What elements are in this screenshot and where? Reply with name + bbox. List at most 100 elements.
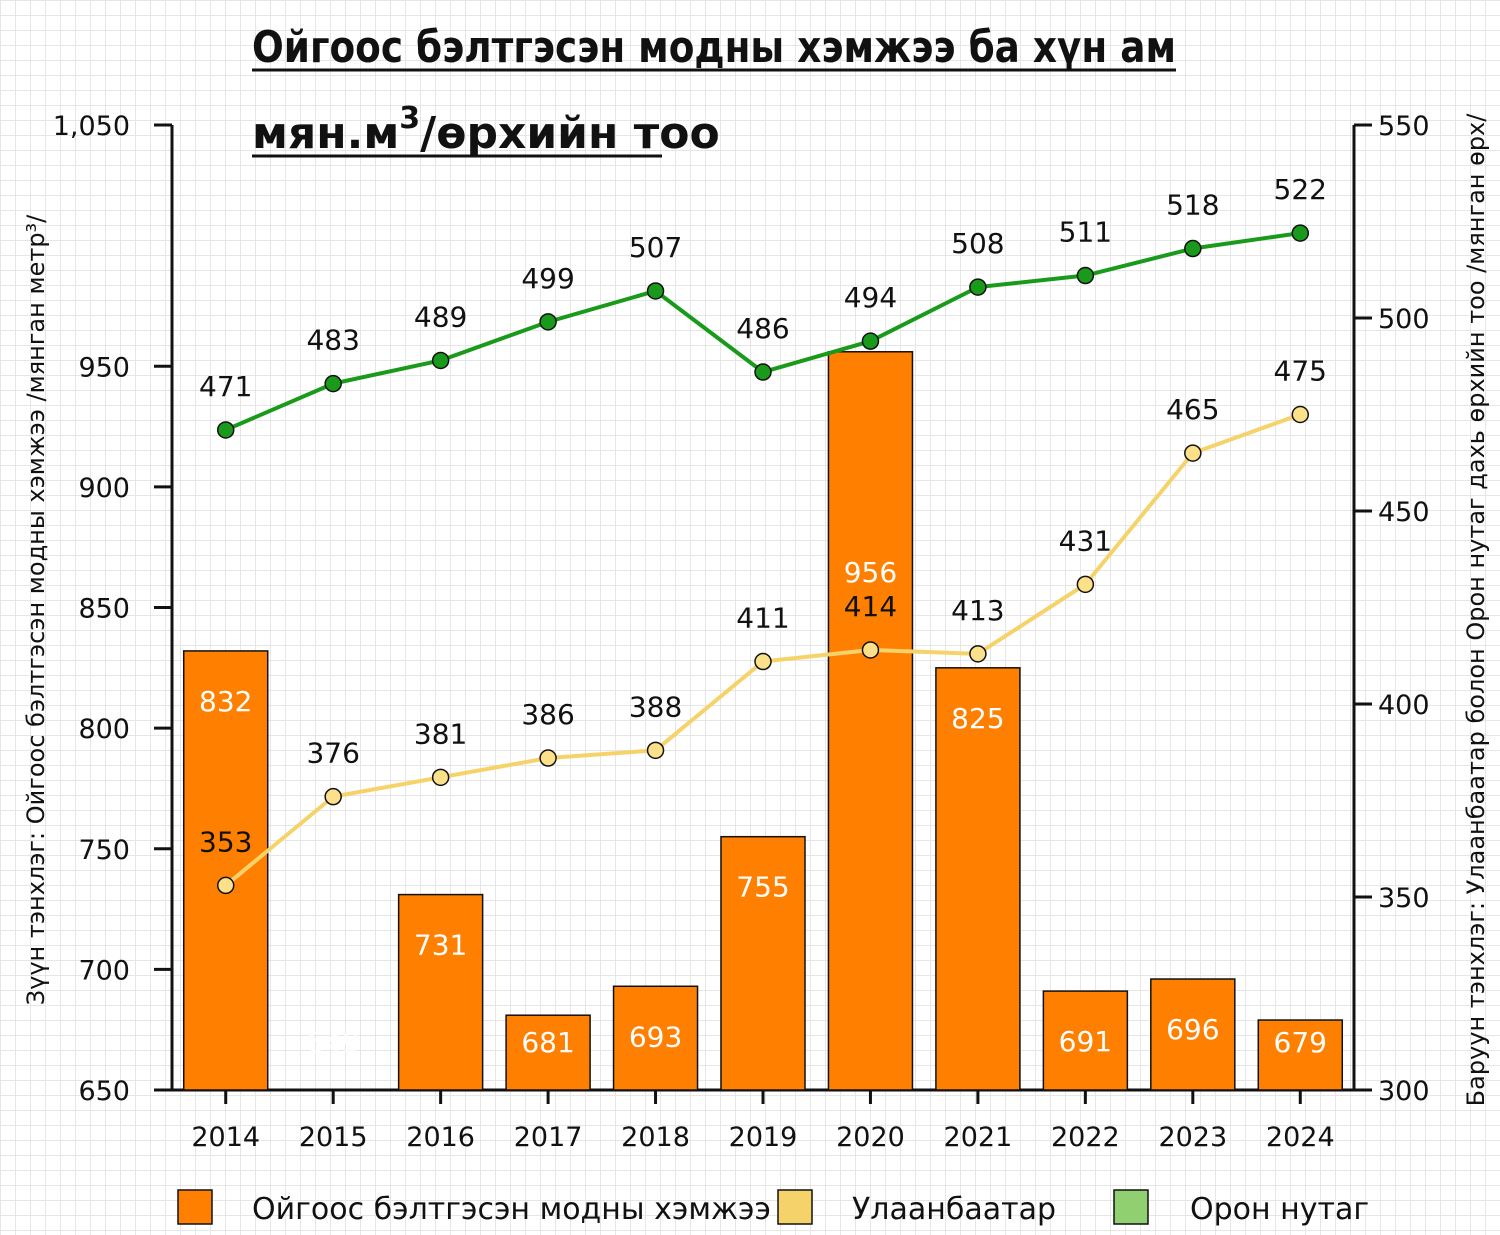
oron-nutag-point <box>861 332 880 350</box>
ulaanbaatar-point <box>1291 405 1310 424</box>
x-tick-label: 2017 <box>514 1122 583 1153</box>
x-tick-label: 2020 <box>836 1122 905 1153</box>
left-tick-label: 850 <box>78 594 130 625</box>
x-tick-label: 2022 <box>1051 1122 1120 1153</box>
oron-nutag-value-label: 489 <box>414 300 467 333</box>
oron-nutag-value-label: 508 <box>951 227 1004 260</box>
x-tick-label: 2014 <box>191 1122 260 1153</box>
legend-label-ulaanbaatar: Улаанбаатар <box>852 1192 1056 1227</box>
ulaanbaatar-value-label: 381 <box>414 717 467 750</box>
ulaanbaatar-value-label: 376 <box>306 737 359 770</box>
legend-swatch-ulaanbaatar <box>777 1189 813 1225</box>
left-axis-title: Зүүн тэнхлэг: Ойгоос бэлтгэсэн модны хэм… <box>22 214 50 1005</box>
bar <box>935 667 1021 1091</box>
ulaanbaatar-value-label: 388 <box>629 690 682 723</box>
bar-value-label: 825 <box>951 702 1004 735</box>
legend-swatch-bars <box>177 1189 213 1225</box>
ulaanbaatar-point <box>861 641 880 659</box>
bar-value-label: 693 <box>629 1020 682 1053</box>
ulaanbaatar-point <box>646 741 665 760</box>
ulaanbaatar-point <box>431 768 450 787</box>
x-tick-label: 2016 <box>406 1122 475 1153</box>
left-tick-label: 700 <box>78 955 130 986</box>
oron-nutag-point <box>324 374 342 393</box>
ulaanbaatar-value-label: 413 <box>951 594 1004 627</box>
ulaanbaatar-point <box>1184 444 1202 462</box>
bar <box>827 351 914 1091</box>
left-tick-label: 1,050 <box>53 111 130 142</box>
oron-nutag-value-label: 522 <box>1274 173 1327 206</box>
oron-nutag-point <box>969 278 987 296</box>
right-axis-title: Баруун тэнхлэг: Улаанбаатар болон Орон н… <box>1462 113 1490 1107</box>
title-line-2-sup: 3 <box>399 101 420 136</box>
bar-value-label: 731 <box>414 929 467 962</box>
bar <box>397 893 484 1091</box>
ulaanbaatar-point <box>754 652 772 671</box>
right-tick-label: 300 <box>1378 1076 1430 1107</box>
bar <box>1042 990 1129 1091</box>
left-tick-label: 800 <box>78 714 130 745</box>
oron-nutag-value-label: 483 <box>306 324 359 357</box>
ulaanbaatar-value-label: 386 <box>521 698 574 731</box>
oron-nutag-value-label: 494 <box>844 281 897 314</box>
ulaanbaatar-point <box>216 876 235 895</box>
oron-nutag-point <box>539 313 557 331</box>
left-tick-label: 900 <box>78 473 130 504</box>
bar-value-label: 832 <box>199 685 252 718</box>
title-line-2: мян.м3/өрхийн тоо <box>252 101 720 159</box>
right-tick-label: 350 <box>1378 883 1430 914</box>
ulaanbaatar-value-label: 411 <box>736 602 789 635</box>
oron-nutag-point <box>1076 266 1095 285</box>
bar-value-label: 755 <box>736 871 789 904</box>
ulaanbaatar-value-label: 475 <box>1274 355 1327 388</box>
bar-value-label: 691 <box>1059 1025 1112 1058</box>
bar <box>1150 978 1236 1091</box>
oron-nutag-point <box>646 282 665 300</box>
right-tick-label: 500 <box>1378 304 1430 335</box>
oron-nutag-point <box>1184 239 1202 258</box>
oron-nutag-point <box>216 421 235 439</box>
oron-nutag-value-label: 486 <box>736 312 789 345</box>
ulaanbaatar-point <box>1076 575 1095 594</box>
bar-value-label: 649 <box>306 1026 359 1059</box>
x-tick-label: 2024 <box>1266 1122 1335 1153</box>
ulaanbaatar-line <box>224 412 1301 887</box>
oron-nutag-value-label: 507 <box>629 231 682 264</box>
title-line-2-main: мян.м <box>252 108 399 159</box>
x-tick-label: 2021 <box>944 1122 1013 1153</box>
x-tick-label: 2023 <box>1158 1122 1227 1153</box>
left-tick-label: 950 <box>78 352 130 383</box>
x-tick-label: 2019 <box>729 1122 798 1153</box>
oron-nutag-value-label: 518 <box>1166 189 1219 222</box>
ulaanbaatar-value-label: 353 <box>199 825 252 858</box>
right-tick-label: 400 <box>1378 690 1430 721</box>
bar-value-label: 679 <box>1274 1026 1327 1059</box>
bar <box>720 835 806 1091</box>
left-tick-label: 650 <box>78 1076 130 1107</box>
oron-nutag-point <box>431 351 450 370</box>
legend-swatch-oron-nutag <box>1113 1189 1149 1225</box>
bar <box>505 1014 591 1091</box>
ulaanbaatar-point <box>539 749 557 767</box>
bar <box>612 985 699 1091</box>
left-tick-label: 750 <box>78 835 130 866</box>
bar-value-label: 681 <box>521 1026 574 1059</box>
x-tick-label: 2015 <box>299 1122 368 1153</box>
title-line-2-rest: /өрхийн тоо <box>420 108 720 159</box>
plot-area: 650 700 750 800 850 900 950 1,050 300 350 400 450 50… <box>53 111 1430 1153</box>
x-tick-label: 2018 <box>621 1122 690 1153</box>
oron-nutag-point <box>1291 224 1310 242</box>
legend-label-bars: Ойгоос бэлтгэсэн модны хэмжээ <box>252 1192 771 1227</box>
oron-nutag-value-label: 471 <box>199 370 252 403</box>
oron-nutag-value-label: 499 <box>521 262 574 295</box>
ulaanbaatar-value-label: 431 <box>1059 524 1112 557</box>
oron-nutag-value-label: 511 <box>1059 216 1112 249</box>
ulaanbaatar-value-label: 465 <box>1166 393 1219 426</box>
legend: Ойгоос бэлтгэсэн модны хэмжээ Улаанбаата… <box>177 1189 1369 1227</box>
right-tick-label: 450 <box>1378 497 1430 528</box>
ulaanbaatar-point <box>969 645 987 663</box>
chart-title: Ойгоос бэлтгэсэн модны хэмжээ ба хүн ам … <box>252 22 1176 159</box>
ulaanbaatar-value-label: 414 <box>844 590 897 623</box>
bar-value-label: 956 <box>844 556 897 589</box>
